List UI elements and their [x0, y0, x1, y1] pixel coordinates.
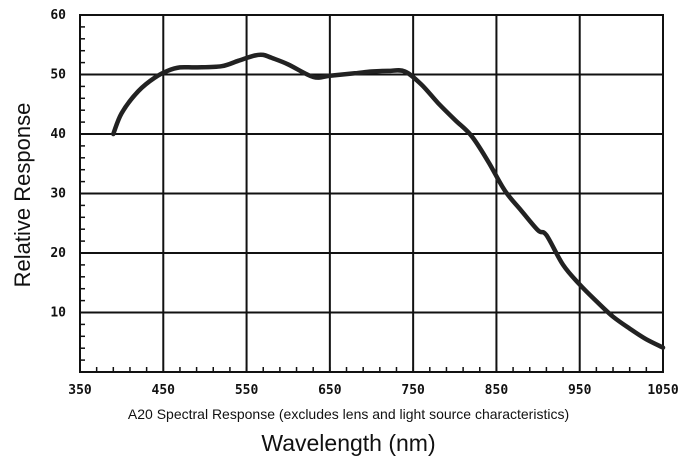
x-tick-label: 850: [485, 383, 509, 398]
x-tick-label: 1050: [647, 383, 678, 398]
y-tick-label: 10: [50, 306, 66, 321]
y-tick-label: 40: [50, 127, 66, 142]
y-tick-label: 30: [50, 187, 66, 202]
y-axis-label: Relative Response: [10, 103, 35, 288]
x-tick-label: 450: [152, 383, 176, 398]
x-tick-label: 750: [401, 383, 425, 398]
y-tick-label: 60: [50, 8, 66, 23]
x-tick-label: 950: [568, 383, 592, 398]
x-tick-labels: 350 450 550 650 750 850 950 1050: [68, 383, 679, 398]
x-tick-label: 650: [318, 383, 342, 398]
x-tick-label: 350: [68, 383, 92, 398]
x-tick-label: 550: [235, 383, 259, 398]
series-group: [111, 52, 666, 350]
spectral-response-line: [111, 52, 666, 350]
y-tick-label: 50: [50, 68, 66, 83]
plot-frame: [79, 14, 664, 373]
y-tick-label: 20: [50, 246, 66, 261]
x-axis-label: Wavelength (nm): [261, 430, 436, 456]
chart-subtitle: A20 Spectral Response (excludes lens and…: [127, 406, 570, 422]
y-tick-labels: 10 20 30 40 50 60: [50, 8, 66, 321]
